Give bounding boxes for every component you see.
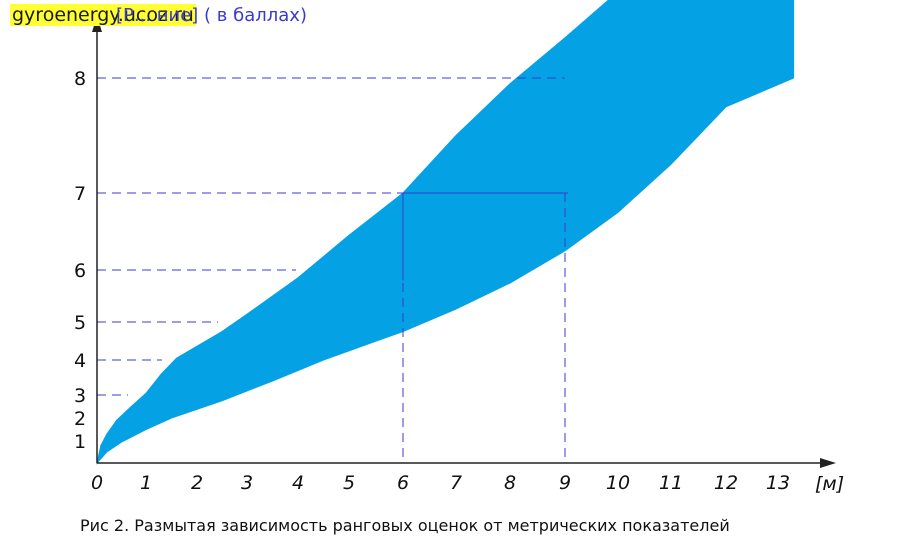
x-tick-label: 7 xyxy=(450,472,462,494)
guide-lines-layer xyxy=(97,77,568,463)
uncertainty-band-layer xyxy=(96,0,795,465)
x-tick-label: 11 xyxy=(659,472,683,494)
x-tick-label: 6 xyxy=(397,472,409,494)
y-tick-label: 1 xyxy=(74,431,86,453)
x-tick-label: 12 xyxy=(714,472,738,494)
y-tick-label: 4 xyxy=(74,350,86,372)
x-tick-label: 2 xyxy=(191,472,203,494)
x-tick-label: 5 xyxy=(343,472,355,494)
x-axis-unit: [м] xyxy=(815,473,845,495)
y-tick-label: 2 xyxy=(74,408,86,430)
x-axis-arrow xyxy=(820,458,836,468)
y-axis-title: [Р... ние] ( в баллах) xyxy=(116,5,307,26)
axes-layer xyxy=(92,16,836,468)
x-tick-label: 3 xyxy=(241,472,253,494)
y-tick-label: 6 xyxy=(74,260,86,282)
y-tick-label: 5 xyxy=(74,312,86,334)
x-tick-label: 9 xyxy=(559,472,571,494)
x-tick-label: 13 xyxy=(766,472,790,494)
y-tick-label: 8 xyxy=(74,68,86,90)
watermark-label: gyroenergy.ucoz.ru xyxy=(10,4,196,26)
x-tick-label: 1 xyxy=(140,472,152,494)
x-tick-label: 10 xyxy=(606,472,630,494)
figure-caption: Рис 2. Размытая зависимость ранговых оце… xyxy=(80,516,730,535)
x-tick-label: 0 xyxy=(91,472,103,494)
x-tick-label: 4 xyxy=(292,472,304,494)
y-tick-label: 7 xyxy=(74,183,86,205)
y-tick-label: 3 xyxy=(74,385,86,407)
uncertainty-band xyxy=(96,0,795,465)
x-tick-label: 8 xyxy=(504,472,516,494)
